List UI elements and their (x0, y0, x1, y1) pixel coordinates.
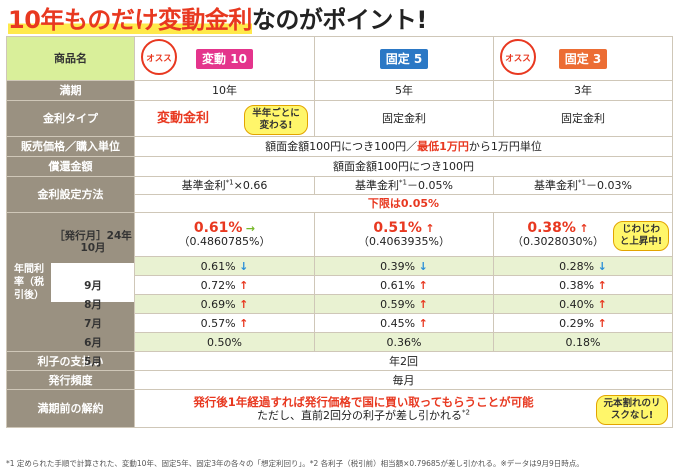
cell: 0.29% ↑ (493, 313, 673, 333)
cell: 額面金額100円につき100円／最低1万円から1万円単位 (134, 136, 673, 157)
arrow-up-icon: ↑ (597, 278, 607, 292)
row-redemption: 償還金額 額面金額100円につき100円 (6, 156, 673, 177)
row-rate-floor: 下限は0.05% (7, 194, 673, 213)
arrow-up-icon: ↑ (597, 316, 607, 330)
month-label: 9月 (84, 280, 102, 292)
cell: 年2回 (134, 351, 673, 371)
product-kotei5: 固定 5 (314, 36, 494, 81)
row-rate-method: 金利設定方法 基準金利*1×0.66 基準金利*1－0.05% 基準金利*1－0… (6, 176, 673, 213)
month-label: 5月 (84, 356, 102, 368)
cell: 0.61% ↓ (134, 256, 315, 276)
header-label: 商品名 (6, 36, 135, 81)
row-rate-type: 金利タイプ 変動金利 半年ごとに変わる! 固定金利 固定金利 (6, 100, 673, 137)
cell: 基準金利*1－0.05% (314, 176, 494, 195)
cell: 3年 (493, 80, 673, 101)
cell: 0.18% (493, 332, 673, 352)
callout-no-risk: 元本割れのリスクなし! (596, 395, 668, 425)
header-row: 商品名 オススメ 変動 10 固定 5 オススメ 固定 3 (6, 36, 673, 81)
arrow-up-icon: ↑ (239, 316, 249, 330)
cell: 0.69% ↑ (134, 294, 315, 314)
arrow-up-icon: ↑ (418, 316, 428, 330)
month-label: 7月 (84, 318, 102, 330)
footnote: *1 定められた手順で計算された、変動10年、固定5年、固定3年の各々の「想定利… (6, 459, 584, 468)
arrow-down-icon: ↓ (597, 259, 607, 273)
arrow-up-icon: ↑ (239, 278, 249, 292)
arrow-up-icon: ↑ (239, 297, 249, 311)
cell: 0.45% ↑ (314, 313, 494, 333)
early-cancel-main: 発行後1年経過すれば発行価格で国に買い取ってもらうことが可能 (193, 394, 534, 409)
callout-rising: じわじわと上昇中! (613, 221, 669, 251)
cell: 0.61% → （0.4860785%） (134, 212, 315, 257)
cell: 発行後1年経過すれば発行価格で国に買い取ってもらうことが可能 ただし、直前2回分… (134, 389, 673, 428)
cell: 0.57% ↑ (134, 313, 315, 333)
product-kotei3: オススメ 固定 3 (493, 36, 673, 81)
cell: 0.61% ↑ (314, 275, 494, 295)
row-label: 満期前の解約 (6, 389, 135, 428)
row-issue-frequency: 発行頻度 毎月 (6, 370, 673, 390)
cell: 0.51% ↑ （0.4063935%） (314, 212, 494, 257)
cell: 0.39% ↓ (314, 256, 494, 276)
cell: 0.72% ↑ (134, 275, 315, 295)
cell: 基準金利*1－0.03% (493, 176, 673, 195)
arrow-down-icon: ↓ (418, 259, 428, 273)
row-label: 満期 (6, 80, 135, 101)
product-badge: 変動 10 (196, 48, 253, 69)
row-label: 金利設定方法 (6, 176, 135, 213)
cell: 下限は0.05% (134, 194, 673, 213)
cell: 0.38% ↑ （0.3028030%） じわじわと上昇中! (493, 212, 673, 257)
cell: 0.59% ↑ (314, 294, 494, 314)
title-rest: なのがポイント! (251, 6, 427, 34)
row-price: 販売価格／購入単位 額面金額100円につき100円／最低1万円から1万円単位 (6, 136, 673, 157)
page-title: 10年ものだけ変動金利なのがポイント! (8, 2, 427, 38)
row-label: 利子の支払い (6, 351, 135, 371)
annual-rate-cell: 年間利率（税引後） (6, 212, 135, 352)
cell: 基準金利*1×0.66 (134, 176, 315, 195)
cell: 0.36% (314, 332, 494, 352)
issue-month-label: ［発行月］24年10月 (54, 230, 132, 254)
comparison-table: 商品名 オススメ 変動 10 固定 5 オススメ 固定 3 満期 10年 5年 … (6, 36, 673, 428)
month-label: 8月 (84, 299, 102, 311)
cell: 固定金利 (314, 100, 494, 137)
month-label: 6月 (84, 337, 102, 349)
row-month: 0.72% ↑ 0.61% ↑ 0.38% ↑ (7, 275, 673, 295)
arrow-right-icon: → (245, 221, 256, 235)
cell: 10年 (134, 80, 315, 101)
cell: 変動金利 半年ごとに変わる! (134, 100, 315, 137)
cell: 固定金利 (493, 100, 673, 137)
row-month: 0.57% ↑ 0.45% ↑ 0.29% ↑ (7, 313, 673, 333)
osusume-stamp: オススメ (500, 39, 536, 75)
cell: 0.50% (134, 332, 315, 352)
row-label: 金利タイプ (6, 100, 135, 137)
arrow-up-icon: ↑ (579, 221, 589, 235)
arrow-up-icon: ↑ (418, 297, 428, 311)
row-maturity: 満期 10年 5年 3年 (6, 80, 673, 101)
product-badge: 固定 3 (558, 48, 608, 69)
row-label: 販売価格／購入単位 (6, 136, 135, 157)
row-issue: 年間利率（税引後） 0.61% → （0.4860785%） 0.51% ↑ （… (6, 212, 673, 352)
cell: 0.28% ↓ (493, 256, 673, 276)
row-interest-payment: 利子の支払い 年2回 (6, 351, 673, 371)
title-highlight: 10年ものだけ変動金利 (8, 6, 252, 34)
cell: 5年 (314, 80, 494, 101)
arrow-down-icon: ↓ (239, 259, 249, 273)
row-early-cancel: 満期前の解約 発行後1年経過すれば発行価格で国に買い取ってもらうことが可能 ただ… (6, 389, 673, 428)
row-label: 発行頻度 (6, 370, 135, 390)
cell: 0.38% ↑ (493, 275, 673, 295)
arrow-up-icon: ↑ (597, 297, 607, 311)
osusume-stamp: オススメ (141, 39, 177, 75)
product-badge: 固定 5 (379, 48, 429, 69)
arrow-up-icon: ↑ (425, 221, 435, 235)
hendo-rate-text: 変動金利 (157, 111, 210, 126)
row-label: 年間利率（税引後） (7, 262, 51, 302)
cell: 毎月 (134, 370, 673, 390)
row-month: 0.61% ↓ 0.39% ↓ 0.28% ↓ (7, 256, 673, 276)
callout-half-year: 半年ごとに変わる! (244, 105, 308, 135)
row-label: 償還金額 (6, 156, 135, 177)
cell: 0.40% ↑ (493, 294, 673, 314)
product-hendo10: オススメ 変動 10 (134, 36, 315, 81)
cell: 額面金額100円につき100円 (134, 156, 673, 177)
arrow-up-icon: ↑ (418, 278, 428, 292)
